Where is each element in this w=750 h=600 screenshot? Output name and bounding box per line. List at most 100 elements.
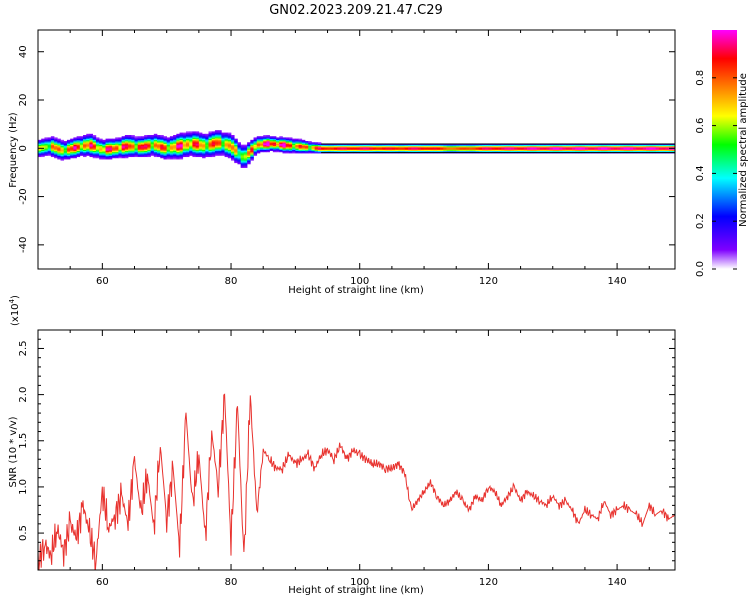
- heatmap-cell: [491, 149, 496, 152]
- heatmap-cell: [118, 151, 122, 154]
- heatmap-cell: [224, 141, 229, 143]
- colorbar-tick-label: 0.8: [695, 70, 706, 86]
- heatmap-cell: [198, 151, 203, 154]
- heatmap-cell: [214, 132, 219, 135]
- heatmap-cell: [272, 136, 277, 138]
- heatmap-cell: [385, 144, 389, 147]
- heatmap-cell: [430, 147, 435, 149]
- heatmap-cell: [510, 144, 515, 147]
- heatmap-cell: [137, 155, 142, 158]
- heatmap-cell: [192, 139, 196, 142]
- heatmap-cell: [658, 150, 663, 153]
- heatmap-cell: [549, 144, 554, 147]
- heatmap-cell: [173, 156, 177, 159]
- heatmap-cell: [652, 148, 656, 150]
- heatmap-cell: [44, 145, 48, 148]
- heatmap-cell: [250, 153, 254, 155]
- heatmap-cell: [86, 137, 90, 139]
- heatmap-cell: [533, 148, 537, 150]
- heatmap-cell: [292, 142, 296, 144]
- heatmap-cell: [269, 145, 274, 148]
- heatmap-cell: [60, 159, 65, 161]
- heatmap-cell: [243, 155, 248, 158]
- heatmap-cell: [163, 137, 167, 139]
- heatmap-cell: [298, 142, 303, 144]
- heatmap-cell: [166, 139, 171, 142]
- heatmap-cell: [597, 148, 602, 150]
- heatmap-cell: [147, 143, 151, 145]
- heatmap-cell: [144, 138, 148, 141]
- heatmap-cell: [121, 155, 126, 158]
- heatmap-cell: [147, 153, 151, 155]
- heatmap-cell: [60, 142, 65, 144]
- heatmap-cell: [131, 151, 135, 154]
- heatmap-cell: [86, 147, 90, 149]
- heatmap-cell: [137, 145, 142, 148]
- heatmap-cell: [137, 142, 142, 144]
- heatmap-cell: [253, 151, 258, 154]
- heatmap-cell: [70, 145, 74, 148]
- y-tick-label: 20: [18, 94, 29, 107]
- heatmap-cell: [501, 150, 505, 153]
- heatmap-cell: [214, 141, 219, 143]
- heatmap-cell: [192, 135, 196, 137]
- heatmap-cell: [166, 148, 171, 150]
- heatmap-cell: [131, 136, 135, 138]
- heatmap-cell: [514, 149, 518, 152]
- heatmap-cell: [185, 138, 190, 141]
- heatmap-cell: [234, 149, 238, 152]
- heatmap-cell: [449, 147, 454, 149]
- heatmap-cell: [601, 150, 605, 153]
- heatmap-cell: [121, 147, 126, 149]
- heatmap-cell: [195, 135, 200, 137]
- heatmap-cell: [237, 150, 241, 153]
- heatmap-cell: [105, 142, 110, 144]
- heatmap-cell: [108, 139, 113, 142]
- heatmap-cell: [620, 150, 624, 153]
- heatmap-cell: [38, 142, 42, 144]
- heatmap-cell: [253, 142, 258, 144]
- heatmap-cell: [108, 150, 113, 153]
- heatmap-cell: [346, 149, 351, 152]
- heatmap-cell: [510, 150, 515, 153]
- heatmap-cell: [57, 143, 61, 145]
- heatmap-cell: [211, 137, 216, 139]
- heatmap-cell: [108, 145, 113, 148]
- heatmap-cell: [131, 150, 135, 153]
- heatmap-cell: [179, 153, 184, 155]
- heatmap-cell: [269, 137, 274, 139]
- heatmap-cell: [317, 149, 322, 152]
- heatmap-cell: [565, 147, 570, 149]
- heatmap-cell: [350, 150, 354, 153]
- heatmap-cell: [185, 155, 190, 158]
- x-tick-label: 140: [608, 577, 627, 588]
- heatmap-cell: [157, 150, 161, 153]
- heatmap-cell: [57, 157, 61, 160]
- heatmap-cell: [63, 141, 68, 143]
- heatmap-cell: [488, 147, 492, 149]
- heatmap-cell: [176, 133, 180, 136]
- heatmap-cell: [76, 141, 81, 143]
- heatmap-cell: [63, 149, 68, 152]
- heatmap-cell: [253, 153, 258, 155]
- heatmap-cell: [565, 148, 570, 150]
- heatmap-cell: [144, 153, 148, 155]
- heatmap-cell: [533, 150, 537, 153]
- heatmap-cell: [285, 142, 290, 144]
- heatmap-cell: [153, 138, 158, 141]
- heatmap-cell: [70, 147, 74, 149]
- heatmap-cell: [285, 143, 290, 145]
- heatmap-cell: [185, 154, 190, 156]
- heatmap-cell: [250, 151, 254, 154]
- heatmap-cell: [527, 145, 531, 148]
- heatmap-cell: [189, 137, 193, 139]
- heatmap-cell: [73, 143, 77, 145]
- heatmap-cell: [111, 139, 116, 142]
- colorbar-tick-label: 0.0: [695, 261, 706, 277]
- heatmap-cell: [105, 147, 110, 149]
- heatmap-cell: [198, 133, 203, 136]
- heatmap-cell: [539, 147, 544, 149]
- heatmap-cell: [259, 142, 264, 144]
- heatmap-cell: [243, 153, 248, 155]
- heatmap-cell: [157, 148, 161, 150]
